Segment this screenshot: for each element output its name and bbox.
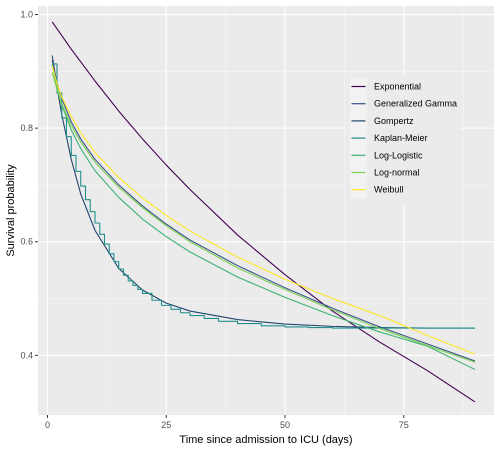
legend-label-kaplan-meier: Kaplan-Meier: [374, 133, 428, 143]
series-line-log-logistic: [51, 64, 476, 371]
series-line-log-normal: [51, 72, 476, 363]
x-tick-label: 50: [280, 420, 290, 430]
axes: 0 25 50 75 0.4 0.6 0.8 1.0: [20, 10, 408, 430]
legend-label-generalized-gamma: Generalized Gamma: [374, 99, 457, 109]
legend-label-log-logistic: Log-Logistic: [374, 150, 423, 160]
series-line-generalized-gamma: [51, 59, 476, 362]
x-tick-label: 0: [45, 420, 50, 430]
y-tick-label: 0.4: [20, 350, 33, 360]
y-tick-label: 0.8: [20, 123, 33, 133]
y-tick-label: 0.6: [20, 237, 33, 247]
grid-lines: [38, 6, 494, 415]
legend-label-exponential: Exponential: [374, 82, 421, 92]
legend-label-log-normal: Log-normal: [374, 168, 420, 178]
plot-panel: [38, 6, 494, 415]
series-line-weibull: [51, 65, 476, 355]
y-tick-label: 1.0: [20, 10, 33, 20]
legend-label-gompertz: Gompertz: [374, 116, 414, 126]
series-line-kaplan-meier: [52, 63, 475, 329]
legend-label-weibull: Weibull: [374, 185, 403, 195]
series-layer: [51, 21, 476, 403]
legend: Exponential Generalized Gamma Gompertz Kapl…: [346, 74, 460, 206]
x-tick-label: 75: [399, 420, 409, 430]
x-tick-label: 25: [161, 420, 171, 430]
x-axis-title: Time since admission to ICU (days): [179, 434, 352, 446]
series-line-exponential: [51, 21, 476, 403]
y-axis-title: Survival probability: [5, 164, 17, 257]
